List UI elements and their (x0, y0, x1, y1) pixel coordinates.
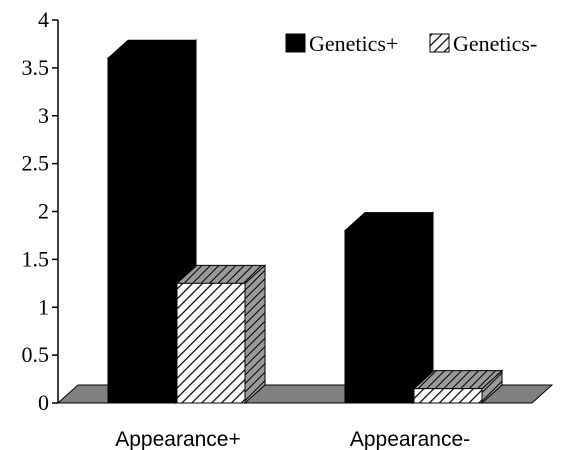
legend-label: Genetics+ (309, 31, 398, 56)
y-tick-label: 0.5 (22, 342, 50, 367)
x-category-label: Appearance+ (115, 428, 241, 450)
legend-swatch (429, 33, 450, 53)
y-tick-label: 2.5 (22, 151, 50, 176)
y-tick-label: 3 (38, 103, 49, 128)
bar-Genetics--Appearance+ (175, 264, 267, 405)
bar-front (344, 230, 414, 404)
legend: Genetics+ Genetics- (285, 31, 537, 56)
y-tick-label: 3.5 (22, 55, 50, 80)
y-tick-label: 4 (38, 7, 49, 32)
y-tick-label: 0 (38, 390, 49, 415)
x-axis-categories: Appearance+ Appearance- (115, 428, 470, 450)
y-tick-label: 1 (38, 294, 49, 319)
bar-front (176, 282, 246, 404)
bar-Genetics+-Appearance- (343, 211, 435, 405)
x-category-label: Appearance- (350, 428, 470, 450)
bar-front (413, 388, 483, 404)
y-tick-label: 1.5 (22, 246, 50, 271)
bar-side (244, 264, 266, 405)
y-tick-label: 2 (38, 199, 49, 224)
bar-Genetics--Appearance- (412, 369, 504, 405)
y-axis: 0 0.5 1 1.5 2 2.5 3 3.5 4 (22, 7, 59, 415)
bar-front (107, 57, 177, 404)
legend-label: Genetics- (453, 31, 537, 56)
legend-swatch (285, 33, 306, 53)
bars (106, 39, 504, 405)
